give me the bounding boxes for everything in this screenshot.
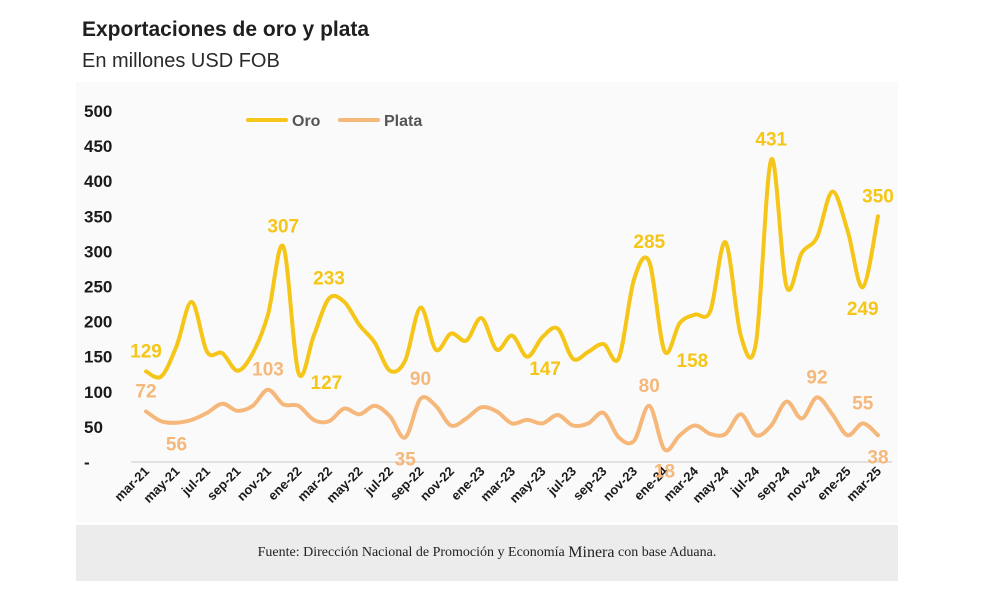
source-prefix: Fuente: Dirección Nacional de Promoción … xyxy=(257,545,565,560)
legend-label-plata: Plata xyxy=(384,113,422,130)
data-label: 90 xyxy=(410,369,431,390)
y-tick-label: 400 xyxy=(84,172,112,191)
data-label: 127 xyxy=(311,373,343,394)
y-tick-label: 100 xyxy=(84,383,112,402)
data-label: 249 xyxy=(847,299,879,320)
series-line-oro xyxy=(144,157,880,380)
data-label: 35 xyxy=(395,449,417,470)
data-labels: 129 307 127 233 147 285 158 431 249 350 72 56 103 35 9… xyxy=(130,129,894,482)
x-tick-label: nov-23 xyxy=(600,464,640,504)
series-line-plata xyxy=(144,387,880,453)
data-label: 103 xyxy=(252,360,284,381)
y-tick-label: - xyxy=(84,453,90,472)
source-note: Fuente: Dirección Nacional de Promoción … xyxy=(76,525,898,581)
source-suffix: con base Aduana. xyxy=(617,545,717,560)
legend-label-oro: Oro xyxy=(292,113,321,130)
y-tick-label: 300 xyxy=(84,242,112,261)
x-axis: mar-21may-21jul-21sep-21nov-21ene-22mar-… xyxy=(111,461,892,506)
y-tick-label: 500 xyxy=(84,102,112,121)
data-label: 129 xyxy=(130,341,162,362)
data-label: 18 xyxy=(654,461,675,482)
y-tick-label: 450 xyxy=(84,137,112,156)
y-tick-label: 350 xyxy=(84,207,112,226)
y-tick-label: 150 xyxy=(84,348,112,367)
data-label: 158 xyxy=(677,351,709,372)
data-label: 56 xyxy=(166,435,187,456)
y-tick-label: 250 xyxy=(84,278,112,297)
data-label: 72 xyxy=(135,381,156,402)
data-label: 233 xyxy=(313,268,345,289)
legend: Oro Plata xyxy=(246,113,422,130)
data-label: 350 xyxy=(862,186,894,207)
data-label: 55 xyxy=(852,393,874,414)
x-tick-label: nov-22 xyxy=(417,464,457,504)
x-tick-label: nov-21 xyxy=(234,464,274,504)
chart-title: Exportaciones de oro y plata xyxy=(82,18,370,41)
data-label: 431 xyxy=(755,129,787,150)
data-label: 307 xyxy=(267,216,299,237)
source-emphasis: Minera xyxy=(568,544,615,561)
data-label: 38 xyxy=(867,447,888,468)
data-label: 285 xyxy=(633,232,665,253)
y-tick-label: 50 xyxy=(84,418,103,437)
y-axis: - 50 100 150 200 250 300 350 400 450 500 xyxy=(84,102,112,472)
data-label: 147 xyxy=(529,359,561,380)
series-layer xyxy=(144,157,880,453)
y-tick-label: 200 xyxy=(84,313,112,332)
x-tick-label: mar-25 xyxy=(843,464,884,505)
data-label: 92 xyxy=(806,367,827,388)
chart-subtitle: En millones USD FOB xyxy=(82,50,280,72)
data-label: 80 xyxy=(639,376,660,397)
